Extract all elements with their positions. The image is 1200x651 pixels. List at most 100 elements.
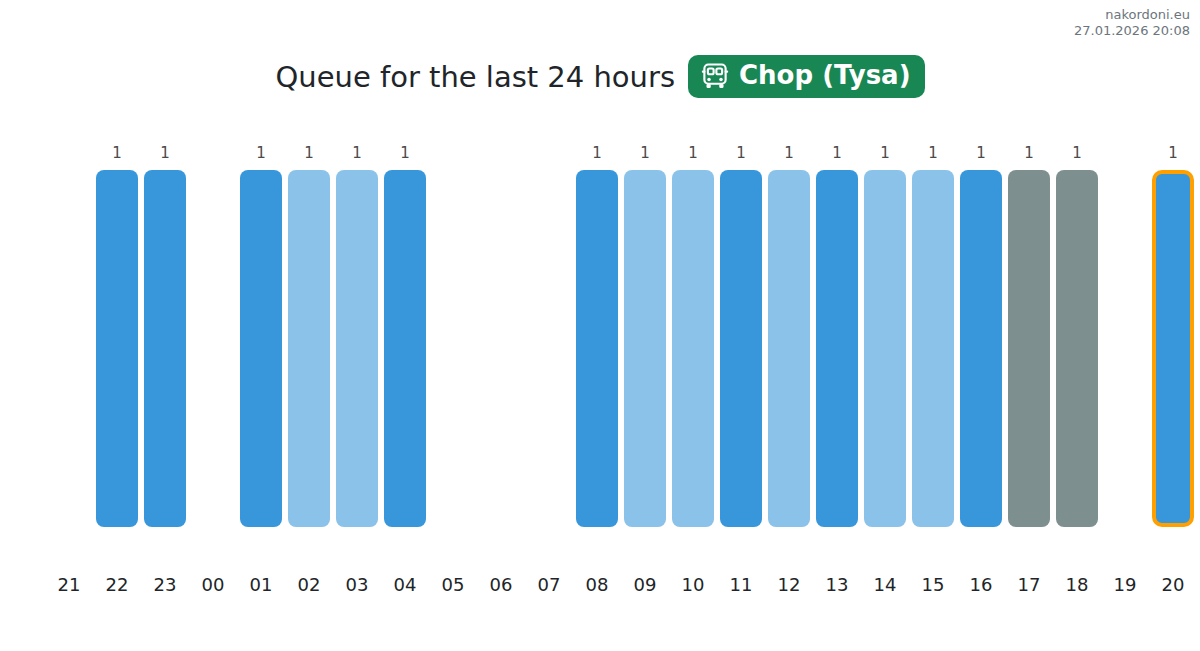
- hour-slot-20: 1 20: [1149, 143, 1197, 595]
- queue-bar-23[interactable]: [144, 170, 186, 527]
- queue-bar-13[interactable]: [816, 170, 858, 527]
- hour-axis-label: 01: [250, 574, 273, 595]
- hour-axis-label: 19: [1114, 574, 1137, 595]
- checkpoint-name: Chop (Tysa): [739, 60, 911, 91]
- queue-bar-10[interactable]: [672, 170, 714, 527]
- queue-bar-14[interactable]: [864, 170, 906, 527]
- hour-axis-label: 23: [154, 574, 177, 595]
- queue-bar-12[interactable]: [768, 170, 810, 527]
- bar-value-label: 1: [592, 143, 602, 170]
- queue-bar-08[interactable]: [576, 170, 618, 527]
- queue-bar-17[interactable]: [1008, 170, 1050, 527]
- hour-axis-label: 11: [730, 574, 753, 595]
- bar-value-label: 1: [304, 143, 314, 170]
- hour-slot-21: 21: [45, 143, 93, 595]
- bar-value-label: 1: [928, 143, 938, 170]
- bar-value-label: 1: [400, 143, 410, 170]
- hour-axis-label: 13: [826, 574, 849, 595]
- queue-bar-02[interactable]: [288, 170, 330, 527]
- hour-axis-label: 08: [586, 574, 609, 595]
- hour-axis-label: 10: [682, 574, 705, 595]
- queue-bar-22[interactable]: [96, 170, 138, 527]
- queue-bar-16[interactable]: [960, 170, 1002, 527]
- bar-area: [1056, 170, 1098, 527]
- bar-area: [528, 170, 570, 527]
- bar-value-label: 1: [1024, 143, 1034, 170]
- bar-area: [480, 170, 522, 527]
- hour-axis-label: 09: [634, 574, 657, 595]
- checkpoint-badge[interactable]: Chop (Tysa): [688, 55, 925, 98]
- queue-bar-03[interactable]: [336, 170, 378, 527]
- hour-slot-10: 1 10: [669, 143, 717, 595]
- queue-bar-09[interactable]: [624, 170, 666, 527]
- bar-area: [816, 170, 858, 527]
- hour-axis-label: 00: [202, 574, 225, 595]
- hour-axis-label: 16: [970, 574, 993, 595]
- bar-value-label: 1: [784, 143, 794, 170]
- bar-area: [1104, 170, 1146, 527]
- hour-axis-label: 07: [538, 574, 561, 595]
- hour-axis-label: 18: [1066, 574, 1089, 595]
- bar-area: [288, 170, 330, 527]
- bar-area: [96, 170, 138, 527]
- bar-area: [960, 170, 1002, 527]
- bar-area: [432, 170, 474, 527]
- chart-title: Queue for the last 24 hours: [275, 60, 675, 94]
- queue-bar-01[interactable]: [240, 170, 282, 527]
- hour-axis-label: 06: [490, 574, 513, 595]
- bar-area: [672, 170, 714, 527]
- hour-axis-label: 14: [874, 574, 897, 595]
- bar-area: [864, 170, 906, 527]
- hour-axis-label: 20: [1162, 574, 1185, 595]
- hour-axis-label: 21: [58, 574, 81, 595]
- queue-bar-chart: 2112212300101102103104050607108109110111…: [45, 143, 1197, 595]
- bar-area: [144, 170, 186, 527]
- hour-axis-label: 12: [778, 574, 801, 595]
- bar-area: [384, 170, 426, 527]
- bar-area: [336, 170, 378, 527]
- hour-axis-label: 04: [394, 574, 417, 595]
- bar-value-label: 1: [880, 143, 890, 170]
- hour-slot-07: 07: [525, 143, 573, 595]
- bar-value-label: 1: [160, 143, 170, 170]
- hour-slot-23: 1 23: [141, 143, 189, 595]
- hour-axis-label: 15: [922, 574, 945, 595]
- bar-value-label: 1: [688, 143, 698, 170]
- hour-slot-17: 117: [1005, 143, 1053, 595]
- bus-front-icon: [700, 61, 730, 91]
- hour-slot-15: 1 15: [909, 143, 957, 595]
- bar-value-label: 1: [352, 143, 362, 170]
- hour-slot-16: 116: [957, 143, 1005, 595]
- hour-slot-02: 102: [285, 143, 333, 595]
- queue-bar-15[interactable]: [912, 170, 954, 527]
- queue-bar-04[interactable]: [384, 170, 426, 527]
- hour-slot-09: 1 09: [621, 143, 669, 595]
- bar-value-label: 1: [832, 143, 842, 170]
- bar-area: [624, 170, 666, 527]
- chart-header: Queue for the last 24 hours: [0, 55, 1200, 98]
- queue-bar-11[interactable]: [720, 170, 762, 527]
- queue-bar-18[interactable]: [1056, 170, 1098, 527]
- hour-slot-01: 1 01: [237, 143, 285, 595]
- bar-value-label: 1: [1168, 143, 1178, 170]
- bar-area: [1008, 170, 1050, 527]
- bar-value-label: 1: [736, 143, 746, 170]
- hour-axis-label: 22: [106, 574, 129, 595]
- hour-slot-04: 1 04: [381, 143, 429, 595]
- site-watermark: nakordoni.eu 27.01.2026 20:08: [1074, 7, 1190, 39]
- hour-slot-13: 1 13: [813, 143, 861, 595]
- site-name: nakordoni.eu: [1074, 7, 1190, 23]
- hour-slot-06: 06: [477, 143, 525, 595]
- queue-bar-20[interactable]: [1152, 170, 1194, 527]
- hour-slot-18: 118: [1053, 143, 1101, 595]
- hour-slot-12: 1 12: [765, 143, 813, 595]
- bar-area: [48, 170, 90, 527]
- bar-area: [720, 170, 762, 527]
- hour-slot-08: 1 08: [573, 143, 621, 595]
- hour-slot-03: 103: [333, 143, 381, 595]
- bar-value-label: 1: [256, 143, 266, 170]
- bar-value-label: 1: [640, 143, 650, 170]
- hour-slot-00: 00: [189, 143, 237, 595]
- bar-area: [192, 170, 234, 527]
- bar-area: [1152, 170, 1194, 527]
